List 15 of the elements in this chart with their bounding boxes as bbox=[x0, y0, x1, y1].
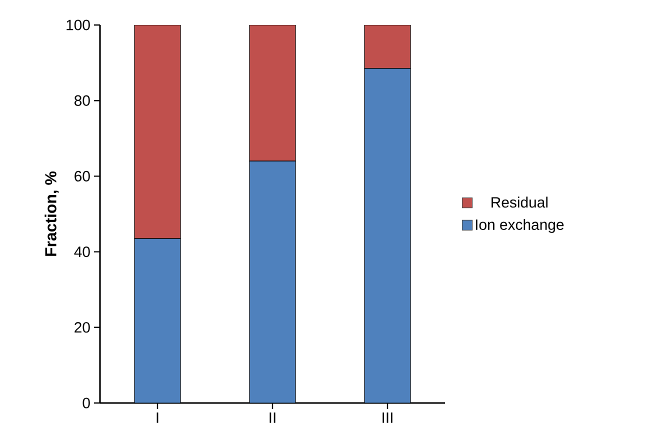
y-tick-label: 80 bbox=[74, 95, 90, 106]
x-tick-label: I bbox=[156, 412, 158, 423]
y-axis-title: Fraction, % bbox=[44, 171, 59, 256]
y-tick-label: 0 bbox=[82, 398, 90, 408]
y-tick-label: 40 bbox=[74, 246, 90, 258]
legend-label: Residual bbox=[492, 196, 548, 208]
x-tick-label: II bbox=[270, 412, 276, 423]
bar bbox=[364, 68, 411, 403]
y-tick-label: 60 bbox=[74, 170, 90, 182]
legend-label: Ion exchange bbox=[476, 218, 564, 233]
y-tick-label: 100 bbox=[66, 20, 90, 30]
y-tick-label: 20 bbox=[74, 322, 90, 333]
bar bbox=[249, 160, 296, 403]
bar bbox=[134, 238, 181, 403]
x-tick-label: III bbox=[382, 412, 392, 423]
